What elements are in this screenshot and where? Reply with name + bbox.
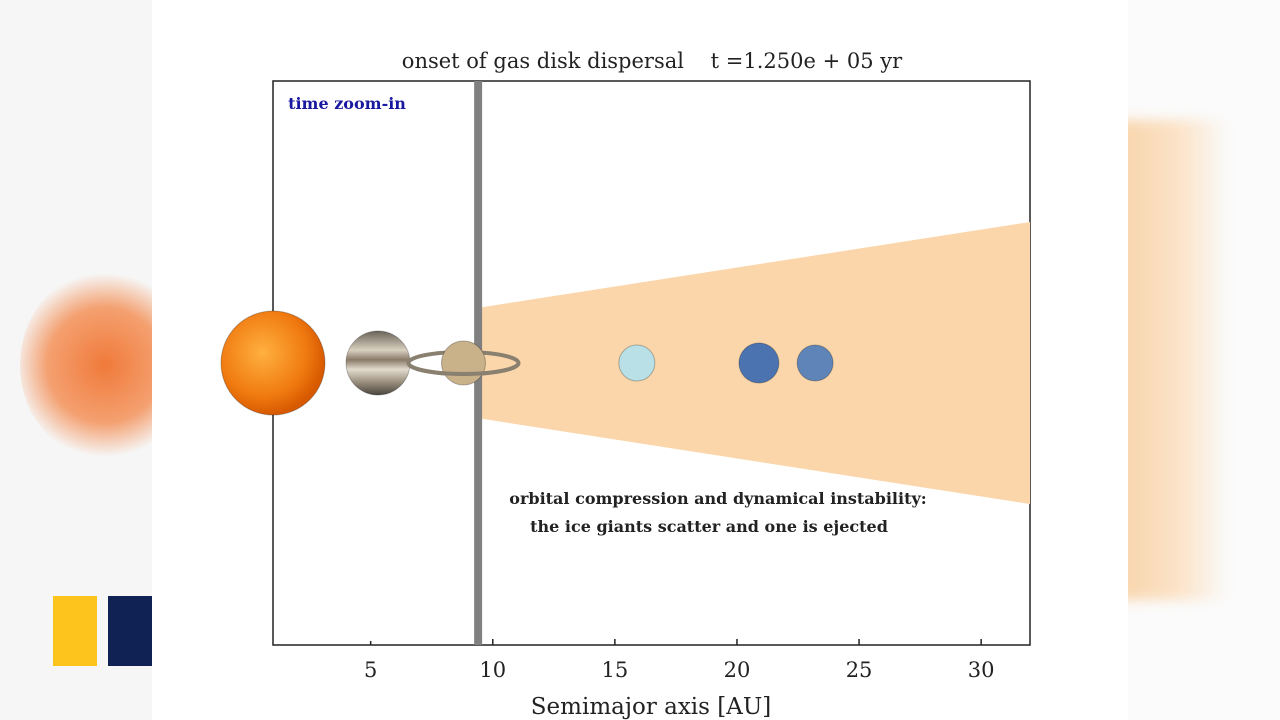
neptune-planet [738,342,780,384]
saturn-planet [440,340,486,386]
logo-yellow-block [53,596,97,666]
x-tick-label: 30 [968,658,995,682]
zoom-label: time zoom-in [288,94,406,113]
instability-annotation-line2: the ice giants scatter and one is ejecte… [530,517,888,536]
video-blur-right [1128,0,1280,720]
uranus-planet [618,344,656,382]
ice-giant-planet [796,344,834,382]
x-tick-label: 5 [364,658,377,682]
blurred-sun [20,270,152,460]
x-tick-label: 15 [602,658,629,682]
saturn-rings-front [406,362,521,376]
overlay-occlusion [274,585,474,641]
chart-title: onset of gas disk dispersal t =1.250e + … [402,49,903,73]
x-axis-label: Semimajor axis [AU] [531,694,771,720]
x-tick-label: 20 [724,658,751,682]
x-tick-label: 10 [479,658,506,682]
sun-planet [220,310,326,416]
instability-annotation-line1: orbital compression and dynamical instab… [509,489,926,508]
logo-navy-block [108,596,152,666]
jupiter-planet [345,330,411,396]
blurred-disk [1128,120,1228,600]
x-tick-label: 25 [846,658,873,682]
